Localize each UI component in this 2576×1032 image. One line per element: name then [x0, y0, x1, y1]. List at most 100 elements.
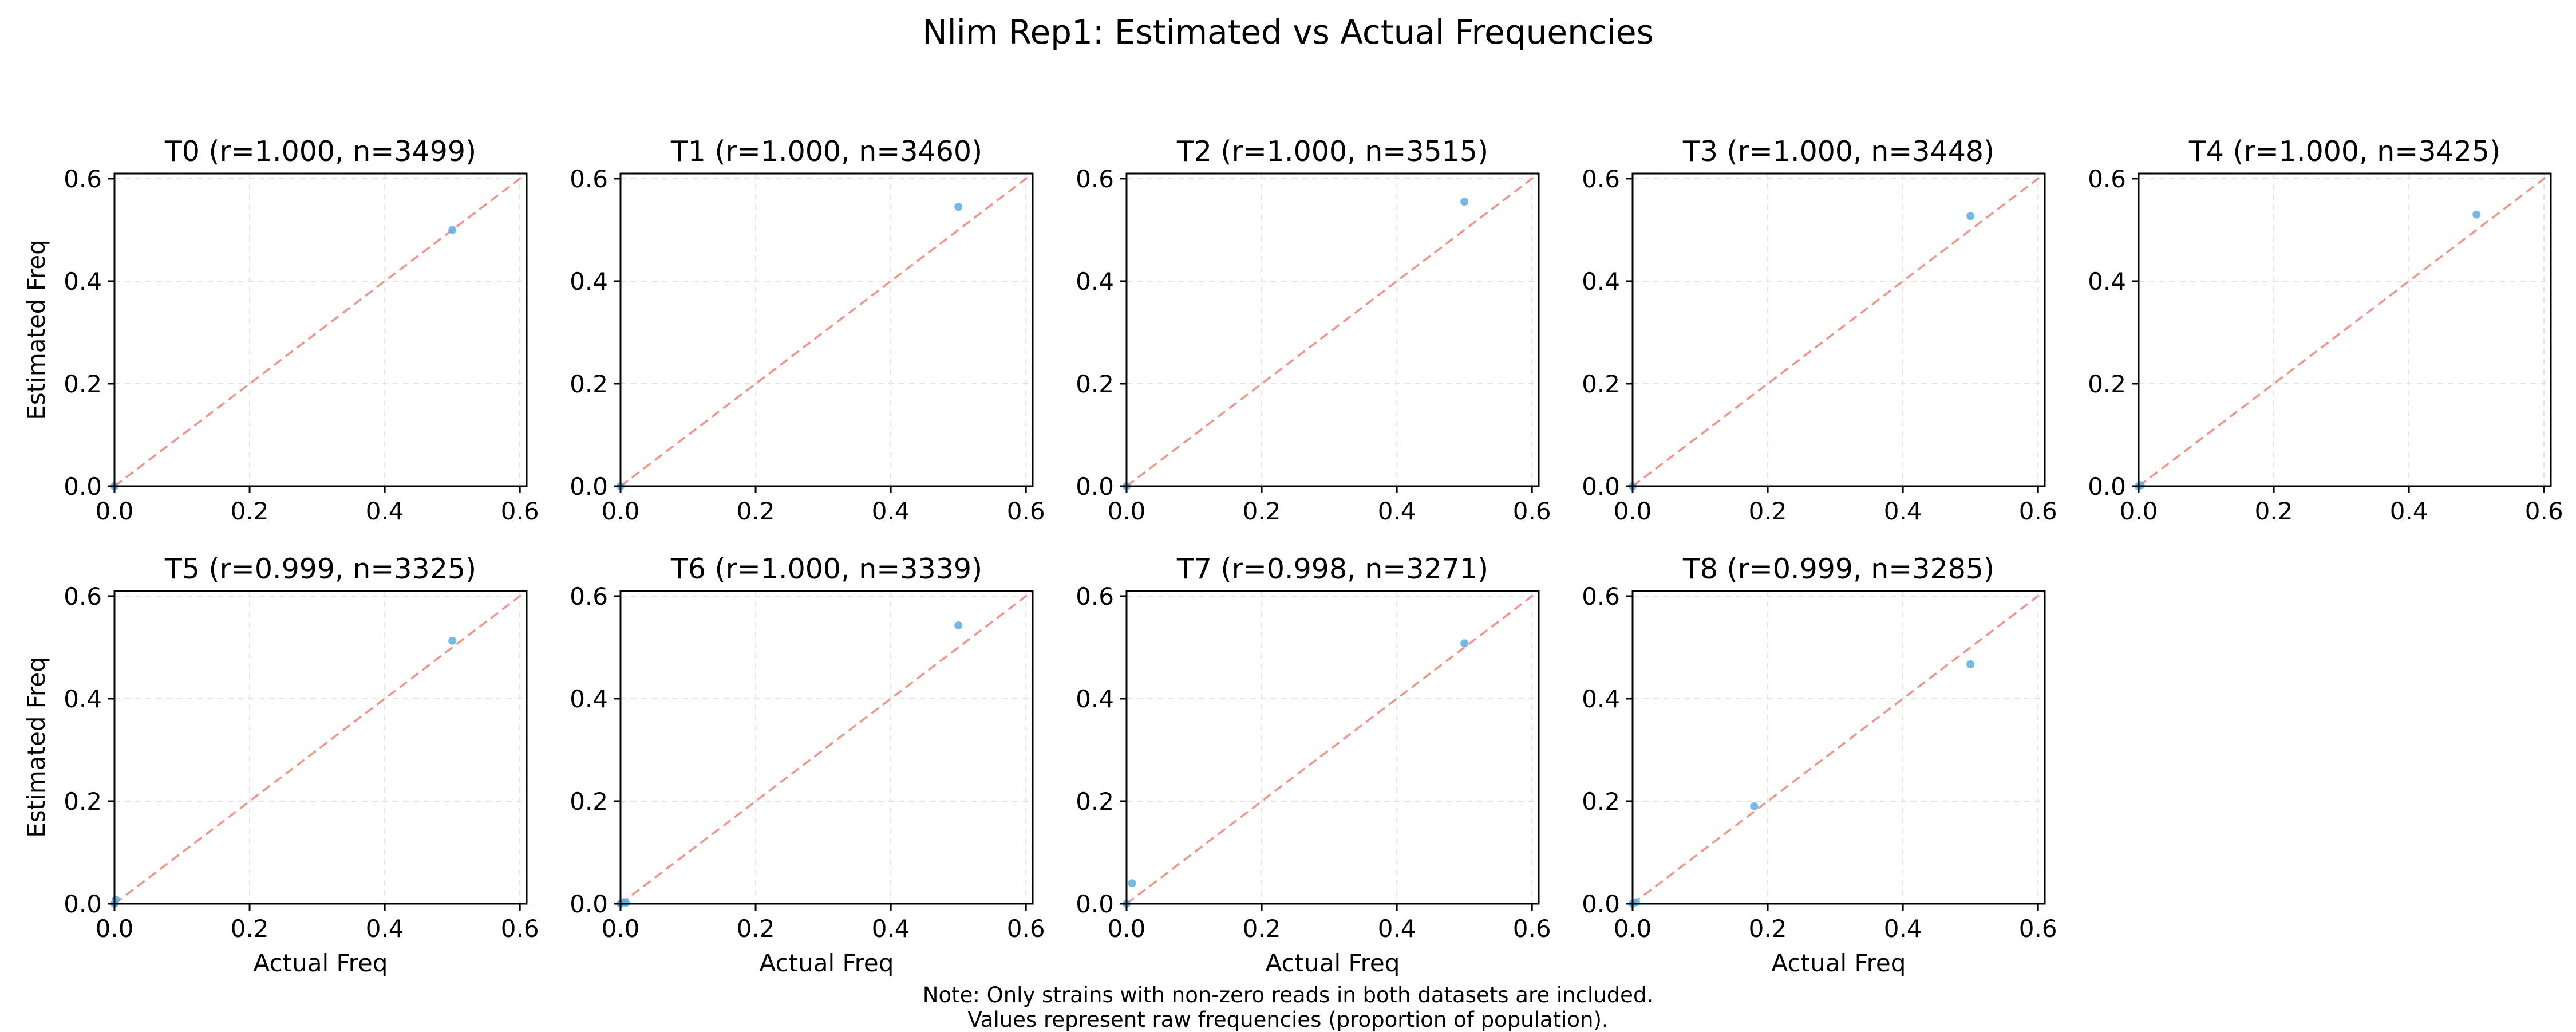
x-axis-label: Actual Freq: [1772, 949, 1906, 977]
x-tick-label: 0.4: [1378, 915, 1416, 943]
subplot-title: T3 (r=1.000, n=3448): [1682, 135, 1994, 168]
subplot-title: T6 (r=1.000, n=3339): [670, 553, 982, 585]
y-tick-label: 0.4: [1076, 267, 1114, 296]
identity-line: [113, 172, 528, 487]
x-tick-label: 0.4: [872, 915, 910, 943]
axes-frame: [1125, 590, 1540, 905]
x-tick-label: 0.2: [737, 915, 775, 943]
x-tick-label: 0.6: [1007, 915, 1045, 943]
subplot-4: 0.0 0.2 0.4 0.6 0.0 0.2 0.4 0.6 T4 (r=1.000, n=3…: [2088, 135, 2563, 525]
axes-frame: [619, 590, 1034, 905]
identity-line: [113, 590, 528, 905]
y-tick-label: 0.2: [2088, 370, 2126, 398]
y-tick-label: 0.0: [1076, 890, 1114, 918]
y-tick-label: 0.2: [570, 370, 608, 398]
axes-frame: [1631, 590, 2046, 905]
x-tick-label: 0.4: [872, 497, 910, 525]
y-tick-label: 0.4: [570, 685, 608, 713]
data-point: [1460, 639, 1469, 648]
x-tick-label: 0.4: [1378, 497, 1416, 525]
data-point: [2472, 210, 2481, 219]
x-tick-label: 0.6: [1513, 497, 1551, 525]
x-tick-label: 0.6: [2019, 915, 2057, 943]
data-point: [622, 899, 630, 907]
y-tick-label: 0.6: [1076, 165, 1114, 193]
x-tick-label: 0.2: [737, 497, 775, 525]
x-tick-label: 0.2: [1243, 497, 1281, 525]
data-point: [448, 226, 457, 234]
axes-frame: [619, 172, 1034, 487]
y-tick-label: 0.0: [64, 472, 102, 501]
subplot-2: 0.0 0.2 0.4 0.6 0.0 0.2 0.4 0.6 T2 (r=1.000, n=3…: [1076, 135, 1551, 525]
x-tick-label: 0.2: [231, 497, 269, 525]
x-tick-label: 0.0: [602, 915, 640, 943]
subplot-title: T1 (r=1.000, n=3460): [670, 135, 982, 168]
identity-line: [619, 590, 1034, 905]
x-axis-label: Actual Freq: [1266, 949, 1400, 977]
subplot-7: 0.0 0.2 0.4 0.6 0.0 0.2 0.4 0.6 T7 (r=0.998, n=3…: [1076, 553, 1551, 977]
axes-frame: [2138, 172, 2552, 487]
x-tick-label: 0.6: [2525, 497, 2563, 525]
y-tick-label: 0.2: [1582, 370, 1620, 398]
axes-frame: [1631, 172, 2046, 487]
axes-frame: [113, 172, 528, 487]
x-tick-label: 0.4: [366, 497, 404, 525]
x-axis-label: Actual Freq: [760, 949, 894, 977]
y-tick-label: 0.4: [64, 685, 102, 713]
x-tick-label: 0.0: [96, 915, 134, 943]
y-tick-label: 0.0: [2088, 472, 2126, 501]
data-point: [1966, 660, 1975, 668]
y-tick-label: 0.6: [2088, 165, 2126, 193]
x-tick-label: 0.2: [1749, 915, 1787, 943]
identity-line: [1631, 172, 2046, 487]
x-tick-label: 0.0: [2120, 497, 2158, 525]
x-tick-label: 0.4: [1884, 915, 1922, 943]
y-tick-label: 0.4: [64, 267, 102, 296]
y-tick-label: 0.4: [570, 267, 608, 296]
subplot-1: 0.0 0.2 0.4 0.6 0.0 0.2 0.4 0.6 T1 (r=1.000, n=3…: [570, 135, 1045, 525]
subplot-title: T4 (r=1.000, n=3425): [2188, 135, 2500, 168]
x-tick-label: 0.6: [1513, 915, 1551, 943]
subplot-title: T7 (r=0.998, n=3271): [1176, 553, 1488, 585]
identity-line: [1631, 590, 2046, 905]
data-point: [1460, 198, 1469, 206]
y-tick-label: 0.6: [570, 165, 608, 193]
x-tick-label: 0.6: [501, 497, 539, 525]
x-tick-label: 0.0: [1108, 497, 1146, 525]
y-tick-label: 0.4: [1582, 267, 1620, 296]
data-point: [1128, 879, 1136, 888]
x-tick-label: 0.0: [1108, 915, 1146, 943]
x-tick-label: 0.2: [1749, 497, 1787, 525]
y-tick-label: 0.6: [1582, 165, 1620, 193]
y-tick-label: 0.6: [570, 582, 608, 610]
subplot-0: 0.0 0.2 0.4 0.6 0.0 0.2 0.4 0.6 T0 (r=1.000, n=3…: [22, 135, 539, 525]
subplot-6: 0.0 0.2 0.4 0.6 0.0 0.2 0.4 0.6 T6 (r=1.000, n=3…: [570, 553, 1045, 977]
y-tick-label: 0.0: [64, 890, 102, 918]
data-point: [954, 621, 963, 629]
identity-line: [2138, 172, 2552, 487]
x-tick-label: 0.2: [231, 915, 269, 943]
y-tick-label: 0.4: [1582, 685, 1620, 713]
subplot-8: 0.0 0.2 0.4 0.6 0.0 0.2 0.4 0.6 T8 (r=0.999, n=3…: [1582, 553, 2057, 977]
figure-footnote: Note: Only strains with non-zero reads i…: [0, 983, 2576, 1032]
y-tick-label: 0.2: [1582, 787, 1620, 816]
subplot-title: T8 (r=0.999, n=3285): [1682, 553, 1994, 585]
subplot-5: 0.0 0.2 0.4 0.6 0.0 0.2 0.4 0.6 T5 (r=0.999, n=3…: [22, 553, 539, 977]
x-axis-label: Actual Freq: [254, 949, 388, 977]
identity-line: [619, 172, 1034, 487]
data-point: [1750, 802, 1759, 810]
y-tick-label: 0.6: [64, 165, 102, 193]
y-tick-label: 0.2: [570, 787, 608, 816]
x-tick-label: 0.2: [2255, 497, 2293, 525]
data-point: [112, 895, 120, 904]
y-tick-label: 0.6: [64, 582, 102, 610]
x-tick-label: 0.4: [1884, 497, 1922, 525]
x-tick-label: 0.6: [1007, 497, 1045, 525]
y-tick-label: 0.0: [570, 890, 608, 918]
y-tick-label: 0.4: [2088, 267, 2126, 296]
subplot-title: T5 (r=0.999, n=3325): [164, 553, 476, 585]
axes-frame: [113, 590, 528, 905]
x-tick-label: 0.6: [501, 915, 539, 943]
x-tick-label: 0.0: [1614, 915, 1652, 943]
